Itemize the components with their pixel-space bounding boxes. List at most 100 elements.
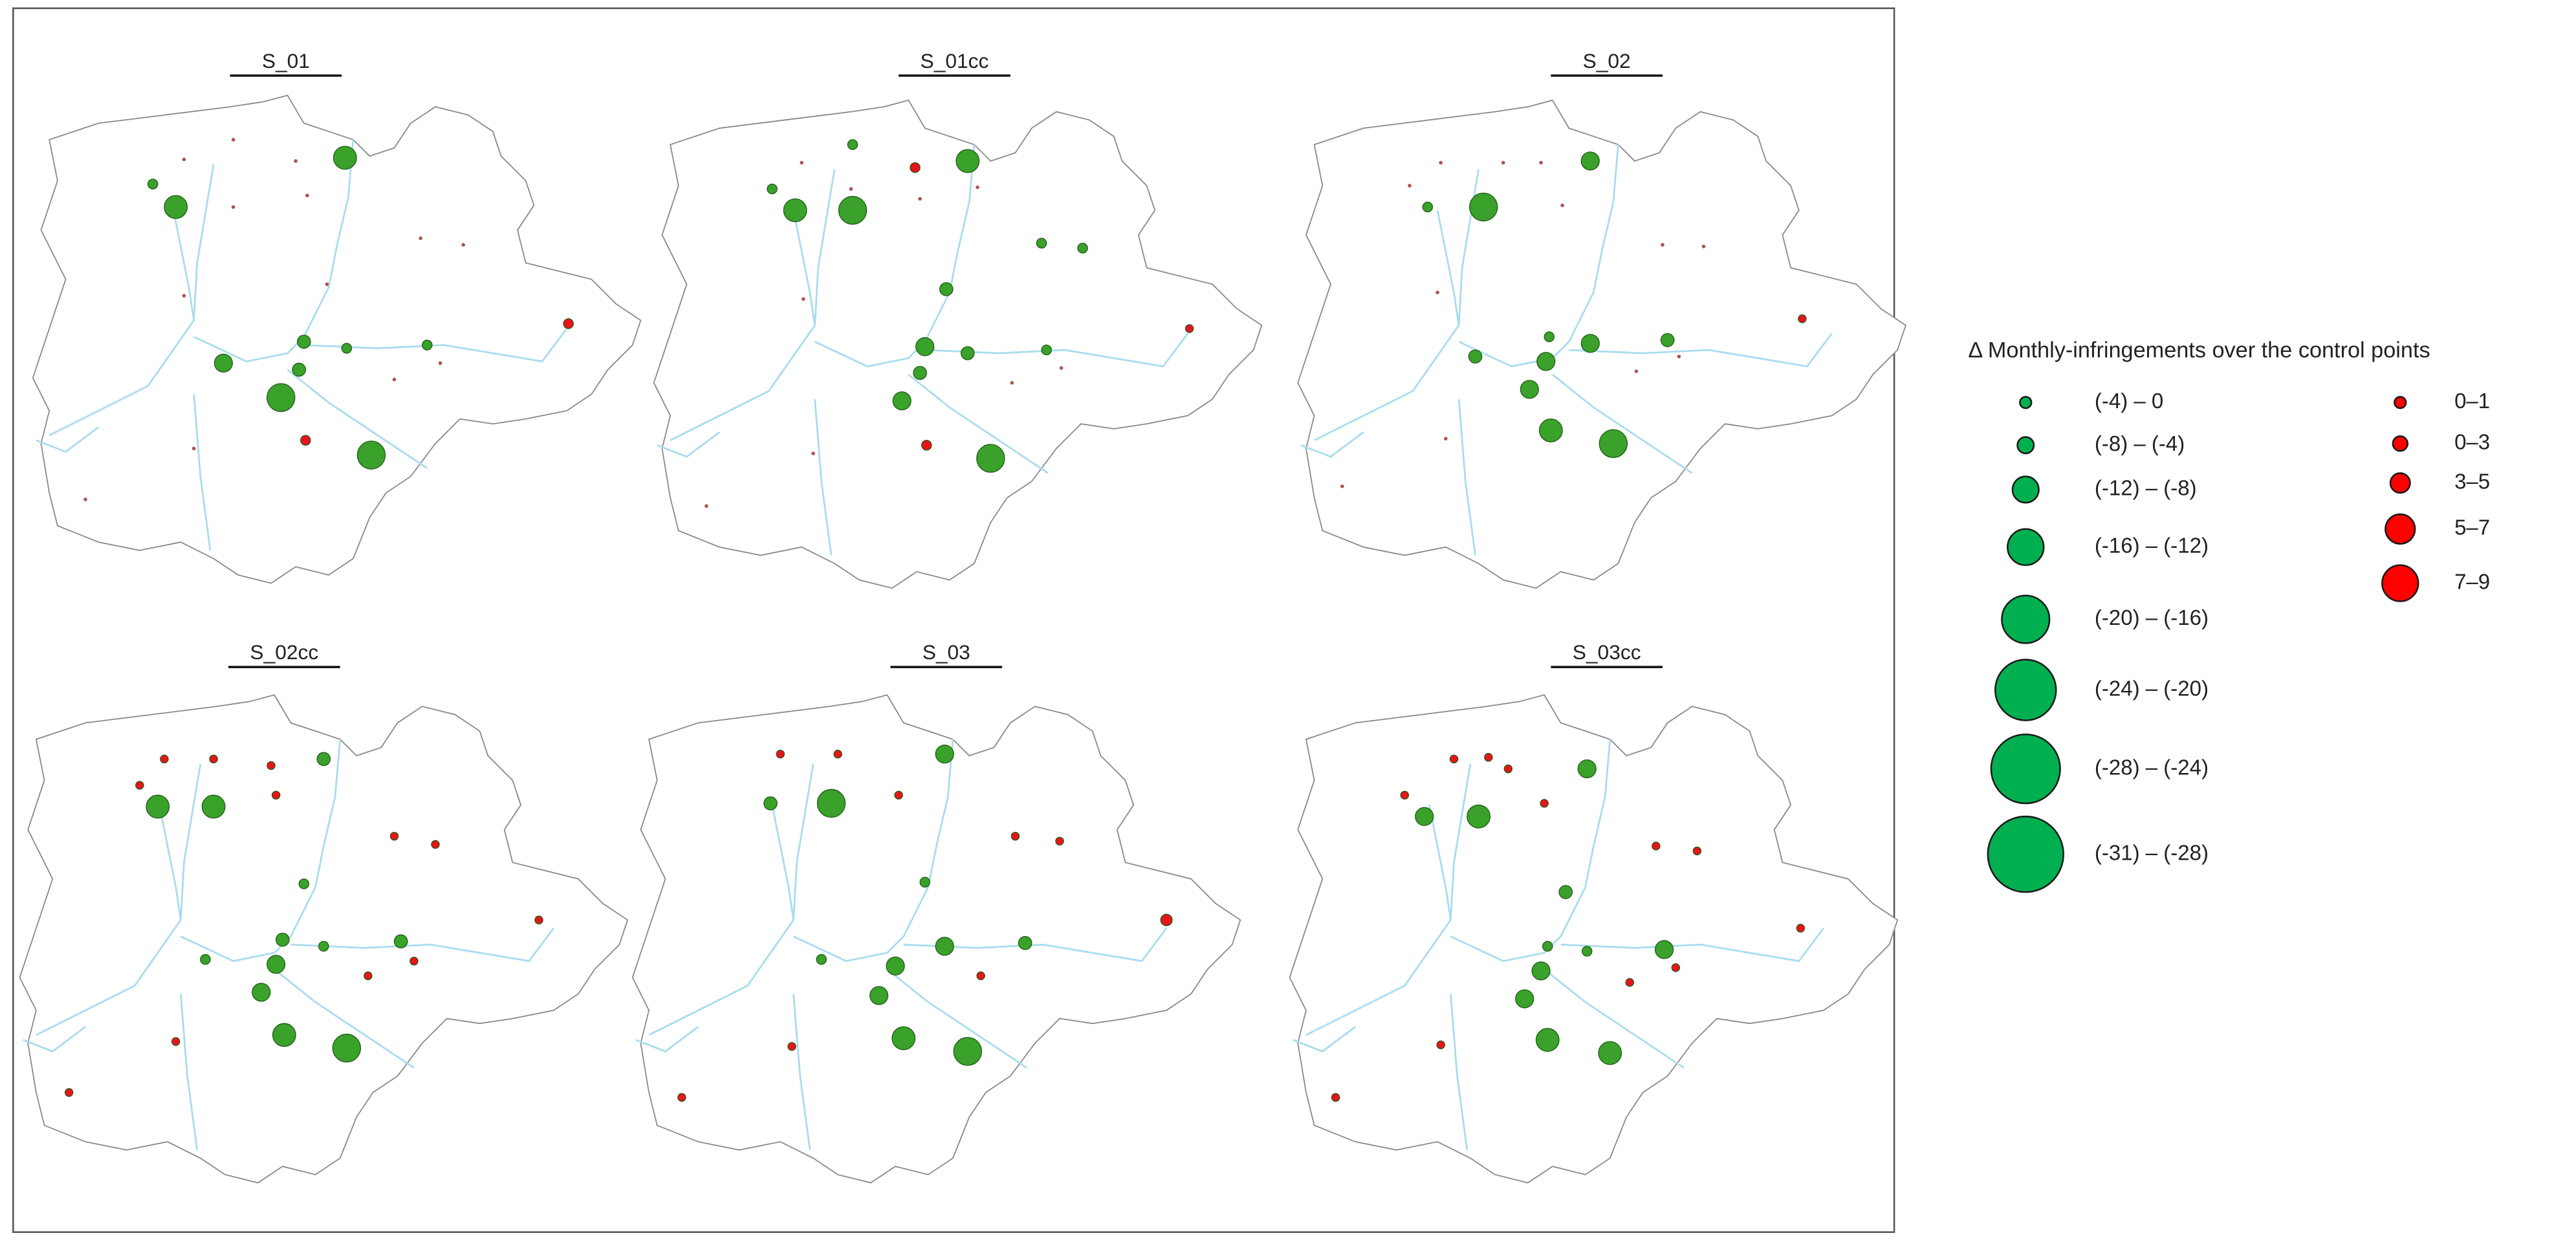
increase-point <box>83 497 87 501</box>
increase-point <box>1503 764 1513 774</box>
decrease-point <box>960 346 975 360</box>
decrease-point <box>919 877 931 888</box>
decrease-point <box>1520 380 1539 399</box>
increase-point <box>849 187 853 191</box>
increase-point <box>300 435 311 446</box>
decrease-point <box>869 986 889 1005</box>
increase-point <box>833 749 842 759</box>
legend-label: (-12) – (-8) <box>2095 476 2197 500</box>
decrease-point <box>341 343 353 354</box>
increase-point <box>910 162 921 173</box>
legend-symbol <box>2385 513 2416 545</box>
decrease-point <box>767 183 778 195</box>
decrease-point <box>955 149 980 173</box>
legend-symbol <box>2007 528 2045 566</box>
legend-label: 0–1 <box>2454 389 2490 413</box>
legend-symbol <box>1994 659 2057 721</box>
map-panel: S_03cc <box>1289 640 1899 1184</box>
increase-point <box>294 159 298 163</box>
decrease-point <box>1558 885 1573 899</box>
increase-point <box>135 781 144 790</box>
increase-point <box>1661 243 1665 247</box>
increase-point <box>364 971 373 981</box>
region-outline <box>631 693 1241 1184</box>
increase-point <box>191 446 196 451</box>
increase-point <box>1435 290 1439 294</box>
increase-point <box>921 440 932 451</box>
increase-point <box>305 193 309 198</box>
decrease-point <box>252 983 271 1002</box>
decrease-point <box>1581 946 1593 957</box>
map-panel: S_01 <box>32 49 642 584</box>
decrease-point <box>147 179 158 190</box>
decrease-point <box>1544 331 1555 342</box>
decrease-point <box>333 146 357 170</box>
increase-point <box>1439 160 1443 165</box>
decrease-point <box>297 334 311 349</box>
increase-point <box>461 243 465 247</box>
legend-label: (-28) – (-24) <box>2095 755 2209 779</box>
decrease-point <box>1580 334 1600 353</box>
map-panel: S_01cc <box>653 49 1263 589</box>
decrease-point <box>816 953 827 965</box>
decrease-point <box>816 789 846 818</box>
decrease-point <box>915 337 935 356</box>
decrease-point <box>935 937 954 956</box>
decrease-point <box>164 195 188 219</box>
increase-point <box>811 452 815 455</box>
decrease-point <box>1531 961 1551 981</box>
decrease-point <box>213 353 233 373</box>
increase-point <box>1796 924 1806 933</box>
increase-point <box>534 915 543 924</box>
decrease-point <box>953 1037 983 1066</box>
region-outline <box>1296 99 1907 589</box>
increase-point <box>231 205 235 209</box>
increase-point <box>1625 977 1634 987</box>
decrease-point <box>1415 807 1434 826</box>
increase-point <box>1160 913 1173 926</box>
decrease-point <box>422 340 433 351</box>
decrease-point <box>316 752 331 767</box>
decrease-point <box>763 796 778 811</box>
decrease-point <box>1599 429 1628 458</box>
increase-point <box>1055 836 1064 846</box>
map-panel: S_02cc <box>19 640 629 1184</box>
increase-point <box>419 236 422 241</box>
decrease-point <box>886 956 905 975</box>
increase-point <box>704 504 708 508</box>
increase-point <box>431 840 440 849</box>
region-outline <box>653 99 1263 589</box>
panel-title: S_01 <box>262 49 310 72</box>
increase-point <box>267 761 276 770</box>
legend-symbol <box>2016 436 2035 455</box>
decrease-point <box>1515 989 1534 1008</box>
frame <box>12 7 1895 1233</box>
increase-point <box>976 185 979 190</box>
increase-point <box>1436 1040 1445 1049</box>
legend-label: (-4) – 0 <box>2095 389 2163 413</box>
panel-title: S_03cc <box>1573 640 1641 664</box>
increase-point <box>787 1042 796 1051</box>
decrease-point <box>1654 940 1674 959</box>
increase-point <box>1059 366 1064 370</box>
increase-point <box>1184 324 1194 333</box>
legend-label: (-24) – (-20) <box>2095 676 2209 700</box>
decrease-point <box>1467 804 1490 829</box>
decrease-point <box>1538 419 1563 442</box>
decrease-point <box>318 941 329 952</box>
increase-point <box>1449 754 1459 764</box>
decrease-point <box>913 365 927 380</box>
decrease-point <box>1660 332 1675 347</box>
decrease-point <box>272 1023 296 1047</box>
increase-point <box>325 282 329 287</box>
increase-point <box>1400 790 1410 800</box>
increase-point <box>776 749 785 759</box>
increase-point <box>894 790 903 800</box>
increase-point <box>182 157 186 162</box>
increase-point <box>64 1088 74 1097</box>
decrease-point <box>276 932 290 947</box>
legend-symbol <box>2019 396 2033 409</box>
increase-point <box>1010 380 1014 385</box>
increase-point <box>1692 846 1702 856</box>
